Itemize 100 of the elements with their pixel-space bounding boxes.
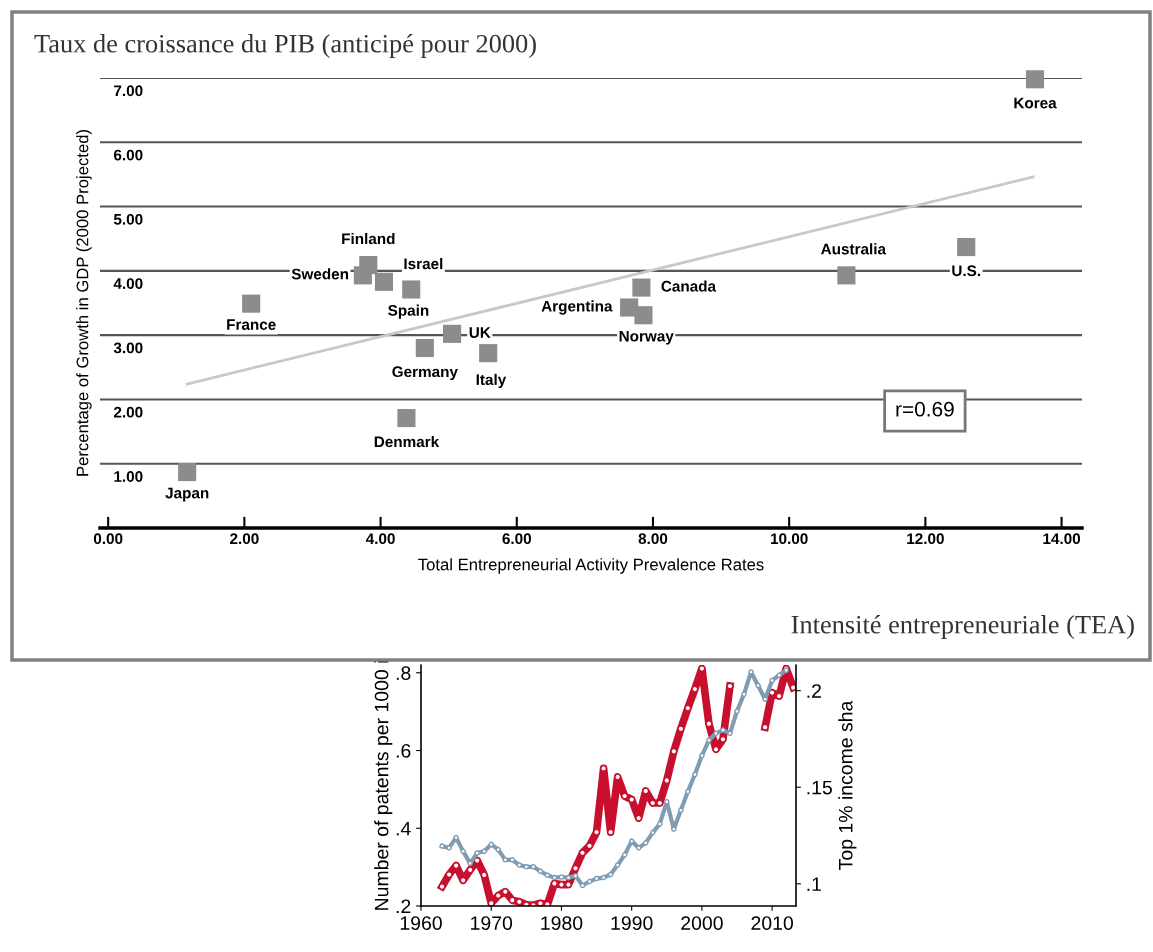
x-tick-label: 1990 [611,916,653,930]
point [474,850,480,856]
annotation: Spain [388,304,429,319]
point [593,875,600,882]
point [460,848,466,855]
point [755,682,761,689]
point [607,871,614,878]
y-tick-label: 5.00 [113,213,143,225]
annotation: r=0.69 [896,401,954,417]
point [600,874,607,881]
point [565,874,572,881]
annotation: Denmark [374,435,440,448]
point [550,879,558,887]
annotation: U.S. [952,265,981,277]
point [495,846,502,853]
x-tick-label: 1970 [471,916,513,930]
annotation: Sweden [291,268,349,280]
point [656,821,663,827]
point [712,745,720,753]
point [530,864,537,870]
point [572,873,579,879]
point [776,672,782,679]
y2-axis-title: Top 1% income sha [838,700,857,870]
x-tick-label: 2010 [751,916,793,930]
x-tick-label: 1980 [541,916,583,930]
y-tick-label: 6.00 [113,149,143,161]
point [699,752,705,759]
point [734,708,740,714]
point [713,730,719,737]
point [558,874,565,880]
y-tick-label: 4.00 [113,278,143,290]
annotation: Israel [404,258,443,270]
y-axis-title: Number of patents per 1000 i [374,660,393,910]
y-tick-label: 3.00 [113,342,143,354]
y-tick-label: 7.00 [114,85,143,97]
point [446,845,452,851]
point [671,826,677,832]
point [698,665,706,672]
point [720,727,726,733]
point [642,840,649,846]
point [741,691,747,697]
point [769,677,775,684]
point [551,874,558,881]
y-axis-title: Percentage of Growth in GDP (2000 Projected) [76,130,92,476]
point [685,788,691,795]
x-tick-label: 4.00 [365,533,395,545]
annotation: Italy [476,373,507,389]
annotation: Argentina [541,300,613,315]
y2-tick-label: .15 [807,780,832,795]
x-tick-label: 14.00 [1043,533,1081,545]
point [621,792,629,800]
x-tick-label: 2000 [681,916,723,930]
point [509,857,516,863]
point [628,796,636,803]
point [600,764,608,772]
point [621,852,628,858]
x-tick-label: 8.00 [638,533,668,545]
point [762,696,768,702]
annotation: Germany [392,366,458,381]
x-tick-label: 12.00 [907,533,944,545]
point [481,848,487,855]
point [438,883,446,891]
annotation: Norway [619,330,674,345]
x-tick-label: 2.00 [230,533,259,545]
point [466,866,474,874]
annotation: Canada [661,280,717,292]
y2-tick-label: .1 [807,877,821,891]
annotation: Japan [165,487,209,502]
point [748,669,754,675]
x-tick-label: 1960 [400,916,442,930]
annotation: UK [469,327,491,338]
point [523,864,530,870]
point [537,868,544,875]
point [439,843,445,849]
annotation: Korea [1014,97,1057,109]
point [494,892,502,899]
y-tick-label: .6 [396,743,411,758]
y-tick-label: .4 [396,821,411,836]
annotation: France [227,319,276,330]
y-tick-label: .8 [396,666,411,681]
point [516,862,523,868]
point [614,862,621,868]
annotation: Australia [821,243,887,255]
point [692,771,698,778]
annotation: Finland [342,232,395,245]
point [488,841,495,848]
text: Intensité entrepreneuriale (TEA) [791,615,1134,639]
point [649,829,656,836]
x-axis-title: Total Entrepreneurial Activity Prevalence Rates [418,558,764,574]
y-tick-label: .2 [396,899,411,914]
point [544,872,551,879]
x-tick-label: 0.00 [93,533,123,545]
x-tick-label: 10.00 [771,533,808,545]
point [706,737,712,744]
point [678,807,684,813]
point [586,878,593,885]
y-tick-label: 2.00 [113,406,143,418]
x-tick-label: 6.00 [502,533,532,545]
chart-title: Taux de croissance du PIB (anticipé pour 2000) [34,34,536,58]
y2-tick-label: .2 [807,684,821,698]
